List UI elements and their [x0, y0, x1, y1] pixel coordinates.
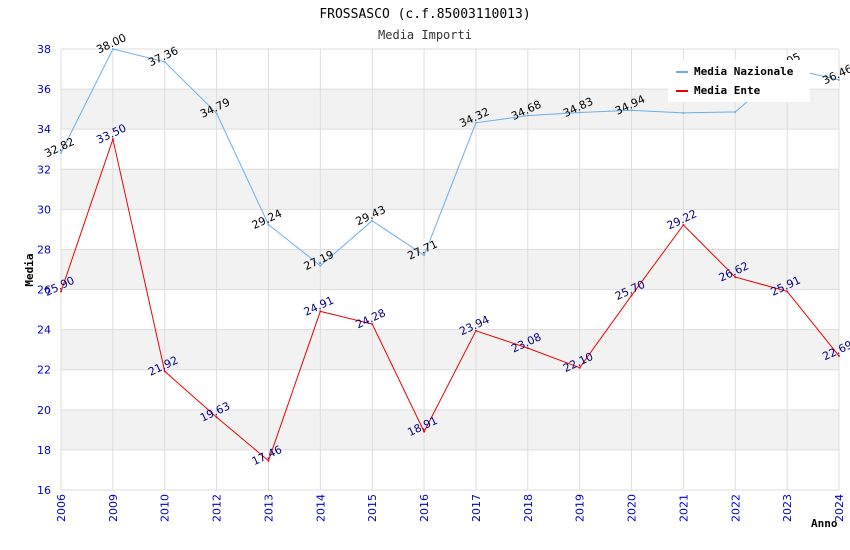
- y-tick-label: 30: [37, 203, 51, 216]
- data-point-media-ente: [319, 310, 322, 313]
- data-point-media-nazionale: [371, 219, 374, 222]
- y-tick-label: 38: [37, 43, 51, 56]
- legend-label-media-nazionale: Media Nazionale: [694, 65, 794, 78]
- y-tick-label: 26: [37, 284, 51, 297]
- grid-bands: [61, 89, 839, 450]
- data-point-media-nazionale: [682, 111, 685, 114]
- data-point-media-nazionale: [60, 151, 62, 154]
- data-point-media-ente: [838, 354, 840, 357]
- series-line-media-ente: [60, 137, 840, 462]
- x-tick-label: 2022: [729, 494, 742, 522]
- x-tick-label: 2013: [262, 494, 275, 522]
- data-point-media-ente: [682, 223, 685, 226]
- x-tick-label: 2019: [574, 494, 587, 522]
- x-tick-label: 2016: [418, 494, 431, 522]
- data-point-media-nazionale: [215, 112, 218, 115]
- y-tick-label: 34: [37, 123, 51, 136]
- legend-box: [668, 60, 810, 102]
- data-label-media-ente: 29.22: [665, 207, 699, 232]
- x-tick-label: 2021: [677, 494, 690, 522]
- legend-label-media-ente: Media Ente: [694, 84, 761, 97]
- data-point-media-ente: [734, 276, 737, 279]
- grid-band: [61, 409, 839, 450]
- data-point-media-ente: [786, 290, 789, 293]
- data-point-media-ente: [371, 323, 374, 326]
- y-axis-label: Media: [23, 253, 36, 286]
- y-tick-label: 24: [37, 324, 51, 337]
- y-tick-label: 16: [37, 484, 51, 497]
- data-point-media-nazionale: [578, 111, 581, 114]
- y-tick-label: 28: [37, 243, 51, 256]
- x-tick-label: 2020: [626, 494, 639, 522]
- x-axis-ticks: 2006 2009 2010 2012 2013 2014 2015 2016 2017 2018…: [55, 494, 846, 522]
- data-point-media-nazionale: [423, 254, 426, 257]
- x-tick-label: 2017: [470, 494, 483, 522]
- grid-band: [61, 249, 839, 290]
- data-point-media-ente: [267, 459, 270, 462]
- series-line-media-nazionale: [60, 48, 840, 267]
- data-point-media-ente: [163, 370, 166, 373]
- x-tick-label: 2010: [159, 494, 172, 522]
- data-point-media-nazionale: [319, 264, 322, 267]
- data-point-media-ente: [215, 416, 218, 419]
- data-label-media-ente: 25.90: [42, 274, 76, 299]
- data-point-media-nazionale: [163, 60, 166, 63]
- y-tick-label: 36: [37, 83, 51, 96]
- x-tick-label: 2024: [833, 494, 846, 522]
- chart-title: FROSSASCO (c.f.85003110013): [319, 7, 530, 22]
- x-tick-label: 2014: [314, 494, 327, 522]
- data-point-media-nazionale: [111, 48, 114, 50]
- legend: Media Nazionale Media Ente: [668, 60, 810, 102]
- data-label-media-nazionale: 29.24: [250, 207, 284, 232]
- y-tick-label: 32: [37, 163, 51, 176]
- y-axis-ticks: 16 18 20 22 24 26 28 30 32 34 36 38: [37, 43, 51, 497]
- data-point-media-ente: [526, 347, 529, 350]
- data-point-media-ente: [578, 366, 581, 369]
- data-point-media-nazionale: [267, 223, 270, 226]
- data-label-media-nazionale: 36.46: [820, 62, 850, 87]
- gridlines: [60, 48, 840, 491]
- x-tick-label: 2006: [55, 494, 68, 522]
- data-point-media-ente: [111, 138, 114, 141]
- data-label-media-ente: 24.28: [354, 306, 388, 331]
- y-tick-label: 22: [37, 364, 51, 377]
- data-point-media-nazionale: [474, 121, 477, 124]
- x-tick-label: 2009: [107, 494, 120, 522]
- data-point-media-ente: [630, 294, 633, 297]
- x-tick-label: 2012: [211, 494, 224, 522]
- data-point-media-nazionale: [734, 110, 737, 113]
- data-label-media-nazionale: 37.36: [146, 44, 180, 69]
- chart-subtitle: Media Importi: [378, 28, 472, 42]
- x-tick-label: 2018: [522, 494, 535, 522]
- data-label-media-nazionale: 32.82: [42, 135, 76, 160]
- data-point-media-ente: [60, 290, 62, 293]
- y-tick-label: 18: [37, 444, 51, 457]
- x-tick-label: 2015: [366, 494, 379, 522]
- data-point-media-nazionale: [838, 78, 840, 81]
- data-point-media-nazionale: [526, 114, 529, 117]
- data-point-media-nazionale: [630, 109, 633, 112]
- series-lines: [60, 48, 840, 462]
- y-tick-label: 20: [37, 404, 51, 417]
- data-point-media-ente: [423, 430, 426, 433]
- x-tick-label: 2023: [781, 494, 794, 522]
- x-axis-label: Anno: [811, 517, 838, 530]
- grid-band: [61, 329, 839, 370]
- data-point-media-ente: [474, 329, 477, 332]
